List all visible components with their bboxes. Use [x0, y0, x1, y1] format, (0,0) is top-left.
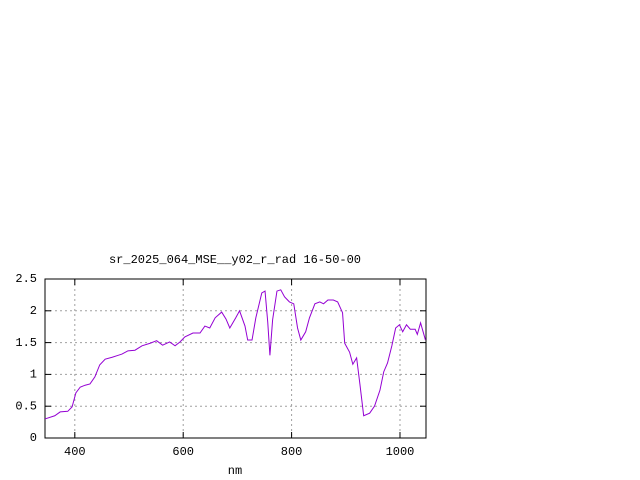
y-tick-label: 2.5: [15, 272, 37, 286]
x-tick-label: 800: [281, 445, 303, 459]
y-tick-label: 0.5: [15, 399, 37, 413]
data-line: [44, 289, 426, 420]
x-tick-label: 1000: [386, 445, 415, 459]
plot-frame: [44, 278, 427, 439]
y-tick-label: 1.5: [15, 336, 37, 350]
x-axis-label: nm: [228, 464, 242, 478]
y-tick-label: 2: [30, 304, 37, 318]
y-tick-label: 1: [30, 368, 37, 382]
x-tick-label: 400: [64, 445, 86, 459]
y-tick-label: 0: [30, 431, 37, 445]
x-tick-label: 600: [172, 445, 194, 459]
chart-title: sr_2025_064_MSE__y02_r_rad 16-50-00: [109, 253, 361, 267]
